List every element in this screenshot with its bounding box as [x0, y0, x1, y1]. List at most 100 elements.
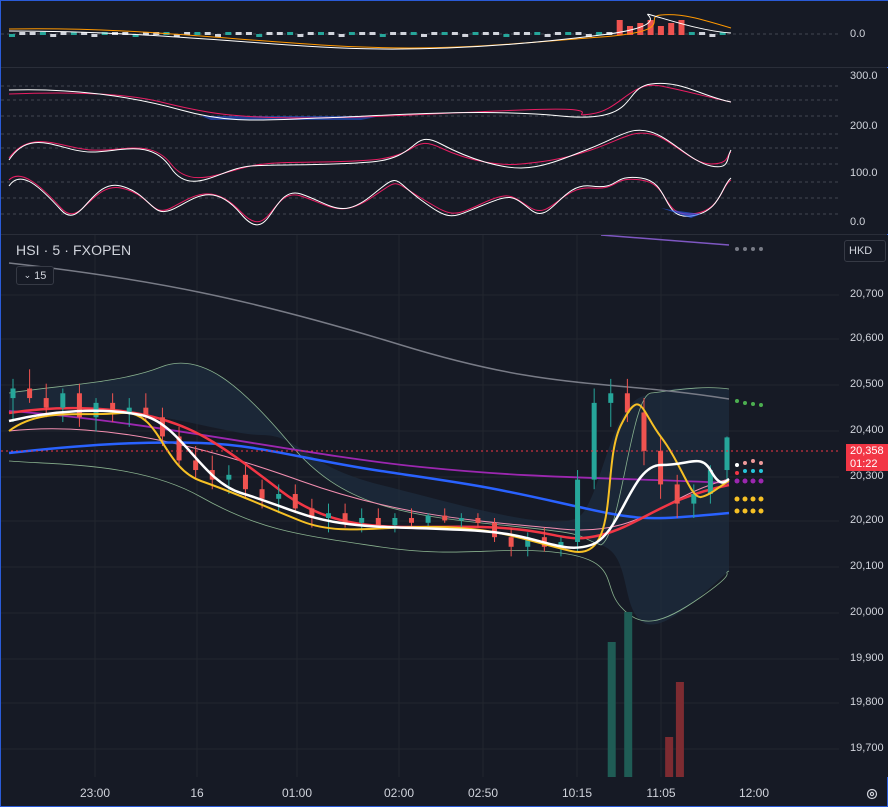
- oscillator-bar: [215, 34, 221, 37]
- candle: [492, 517, 498, 542]
- oscillator-plot: [1, 13, 839, 50]
- oscillator-bar: [348, 32, 355, 35]
- candle: [425, 513, 431, 528]
- time-tick: 10:15: [561, 786, 593, 800]
- candle: [691, 484, 697, 518]
- candle: [76, 383, 82, 427]
- oscillator-bar: [173, 34, 180, 37]
- oscillator-bar: [328, 32, 335, 35]
- price-tick: 19,800: [850, 696, 884, 708]
- candle: [375, 508, 381, 528]
- price-tick: 19,900: [850, 652, 884, 664]
- candle: [658, 436, 664, 499]
- price-plot: [1, 234, 839, 777]
- candle: [176, 426, 182, 466]
- candle: [43, 383, 49, 418]
- oscillator-bar: [245, 32, 252, 35]
- oscillator-bar: [575, 32, 582, 35]
- oscillator-bar: [699, 32, 706, 35]
- oscillator-bar: [534, 32, 541, 35]
- candle: [392, 513, 398, 533]
- oscillator-bar: [338, 34, 345, 37]
- oscillator-bar: [668, 23, 675, 35]
- candle: [226, 465, 232, 495]
- oscillator-bar: [276, 32, 283, 35]
- oscillator-bar: [81, 32, 88, 35]
- oscillator-bar: [225, 32, 232, 35]
- oscillator-bar: [204, 32, 211, 35]
- stoch-pane[interactable]: [1, 68, 839, 234]
- candle: [60, 388, 66, 423]
- oscillator-bar: [400, 32, 407, 35]
- oscillator-bar: [297, 34, 304, 37]
- volume-bar: [675, 682, 684, 777]
- candle: [309, 498, 315, 528]
- oscillator-pane[interactable]: [1, 1, 839, 67]
- candle: [10, 378, 16, 423]
- symbol-title[interactable]: HSI · 5 · FXOPEN: [16, 242, 132, 258]
- stoch-axis-0: 0.0: [850, 216, 866, 228]
- stoch-plot: [1, 82, 839, 226]
- oscillator-bar: [318, 32, 324, 35]
- oscillator-bar: [657, 26, 664, 35]
- pane-separator[interactable]: [1, 67, 887, 68]
- oscillator-bar: [132, 34, 139, 37]
- last-price-label: 20,358 01:22: [846, 444, 888, 471]
- bar-countdown: 01:22: [850, 458, 878, 470]
- candle: [159, 407, 165, 447]
- oscillator-bar: [369, 32, 376, 35]
- volume-bar: [624, 612, 633, 777]
- oscillator-bar: [379, 34, 386, 37]
- candle: [541, 527, 547, 552]
- oscillator-bar: [503, 34, 510, 37]
- candle: [508, 527, 514, 557]
- candle: [259, 479, 265, 509]
- time-tick: 11:05: [646, 786, 676, 800]
- oscillator-bar: [462, 34, 469, 37]
- oscillator-bar: [585, 34, 592, 37]
- price-tick: 20,100: [850, 560, 884, 572]
- oscillator-bar: [554, 32, 561, 35]
- price-pane[interactable]: [1, 234, 839, 777]
- candle: [110, 393, 116, 423]
- oscillator-bar: [390, 32, 397, 35]
- oscillator-bar: [19, 32, 26, 35]
- indicator-count: 15: [34, 269, 47, 282]
- price-tick: 20,200: [850, 514, 884, 526]
- candle: [575, 470, 581, 552]
- volume-bar: [665, 737, 674, 777]
- stoch-axis-100: 100.0: [850, 167, 878, 179]
- oscillator-bar: [50, 34, 57, 37]
- oscillator-bar: [616, 20, 623, 35]
- oscillator-bar: [60, 32, 67, 35]
- oscillator-bar: [524, 32, 530, 35]
- time-tick: 01:00: [281, 786, 313, 800]
- candle: [292, 484, 298, 514]
- time-axis[interactable]: 23:00 16 01:00 02:00 02:50 10:15 11:05 1…: [1, 777, 887, 805]
- oscillator-bar: [307, 32, 314, 35]
- time-tick: 12:00: [738, 786, 770, 800]
- settings-gear-icon[interactable]: [862, 784, 882, 804]
- time-tick: 02:50: [467, 786, 499, 800]
- stoch-axis[interactable]: 300.0 200.0 100.0 0.0: [840, 68, 888, 234]
- indicators-toggle[interactable]: ⌄ 15: [16, 266, 54, 285]
- currency-button[interactable]: HKD: [844, 240, 886, 262]
- chevron-down-icon: ⌄: [23, 270, 32, 280]
- oscillator-axis[interactable]: 0.0: [840, 1, 888, 67]
- price-tick: 20,400: [850, 424, 884, 436]
- price-tick: 19,700: [850, 742, 884, 754]
- oscillator-bar: [596, 32, 603, 35]
- oscillator-bar: [544, 34, 551, 37]
- time-tick: 23:00: [79, 786, 111, 800]
- price-axis[interactable]: 20,700 20,600 20,500 20,400 20,300 20,20…: [840, 235, 888, 777]
- stoch-axis-200: 200.0: [850, 120, 878, 132]
- oscillator-bar: [235, 32, 242, 35]
- oscillator-bar: [451, 32, 458, 35]
- oscillator-bar: [421, 34, 427, 37]
- price-tick: 20,000: [850, 606, 884, 618]
- candle: [608, 378, 614, 427]
- candle: [525, 532, 531, 557]
- pane-separator[interactable]: [1, 234, 887, 235]
- oscillator-bar: [513, 32, 520, 35]
- oscillator-bar: [493, 32, 500, 35]
